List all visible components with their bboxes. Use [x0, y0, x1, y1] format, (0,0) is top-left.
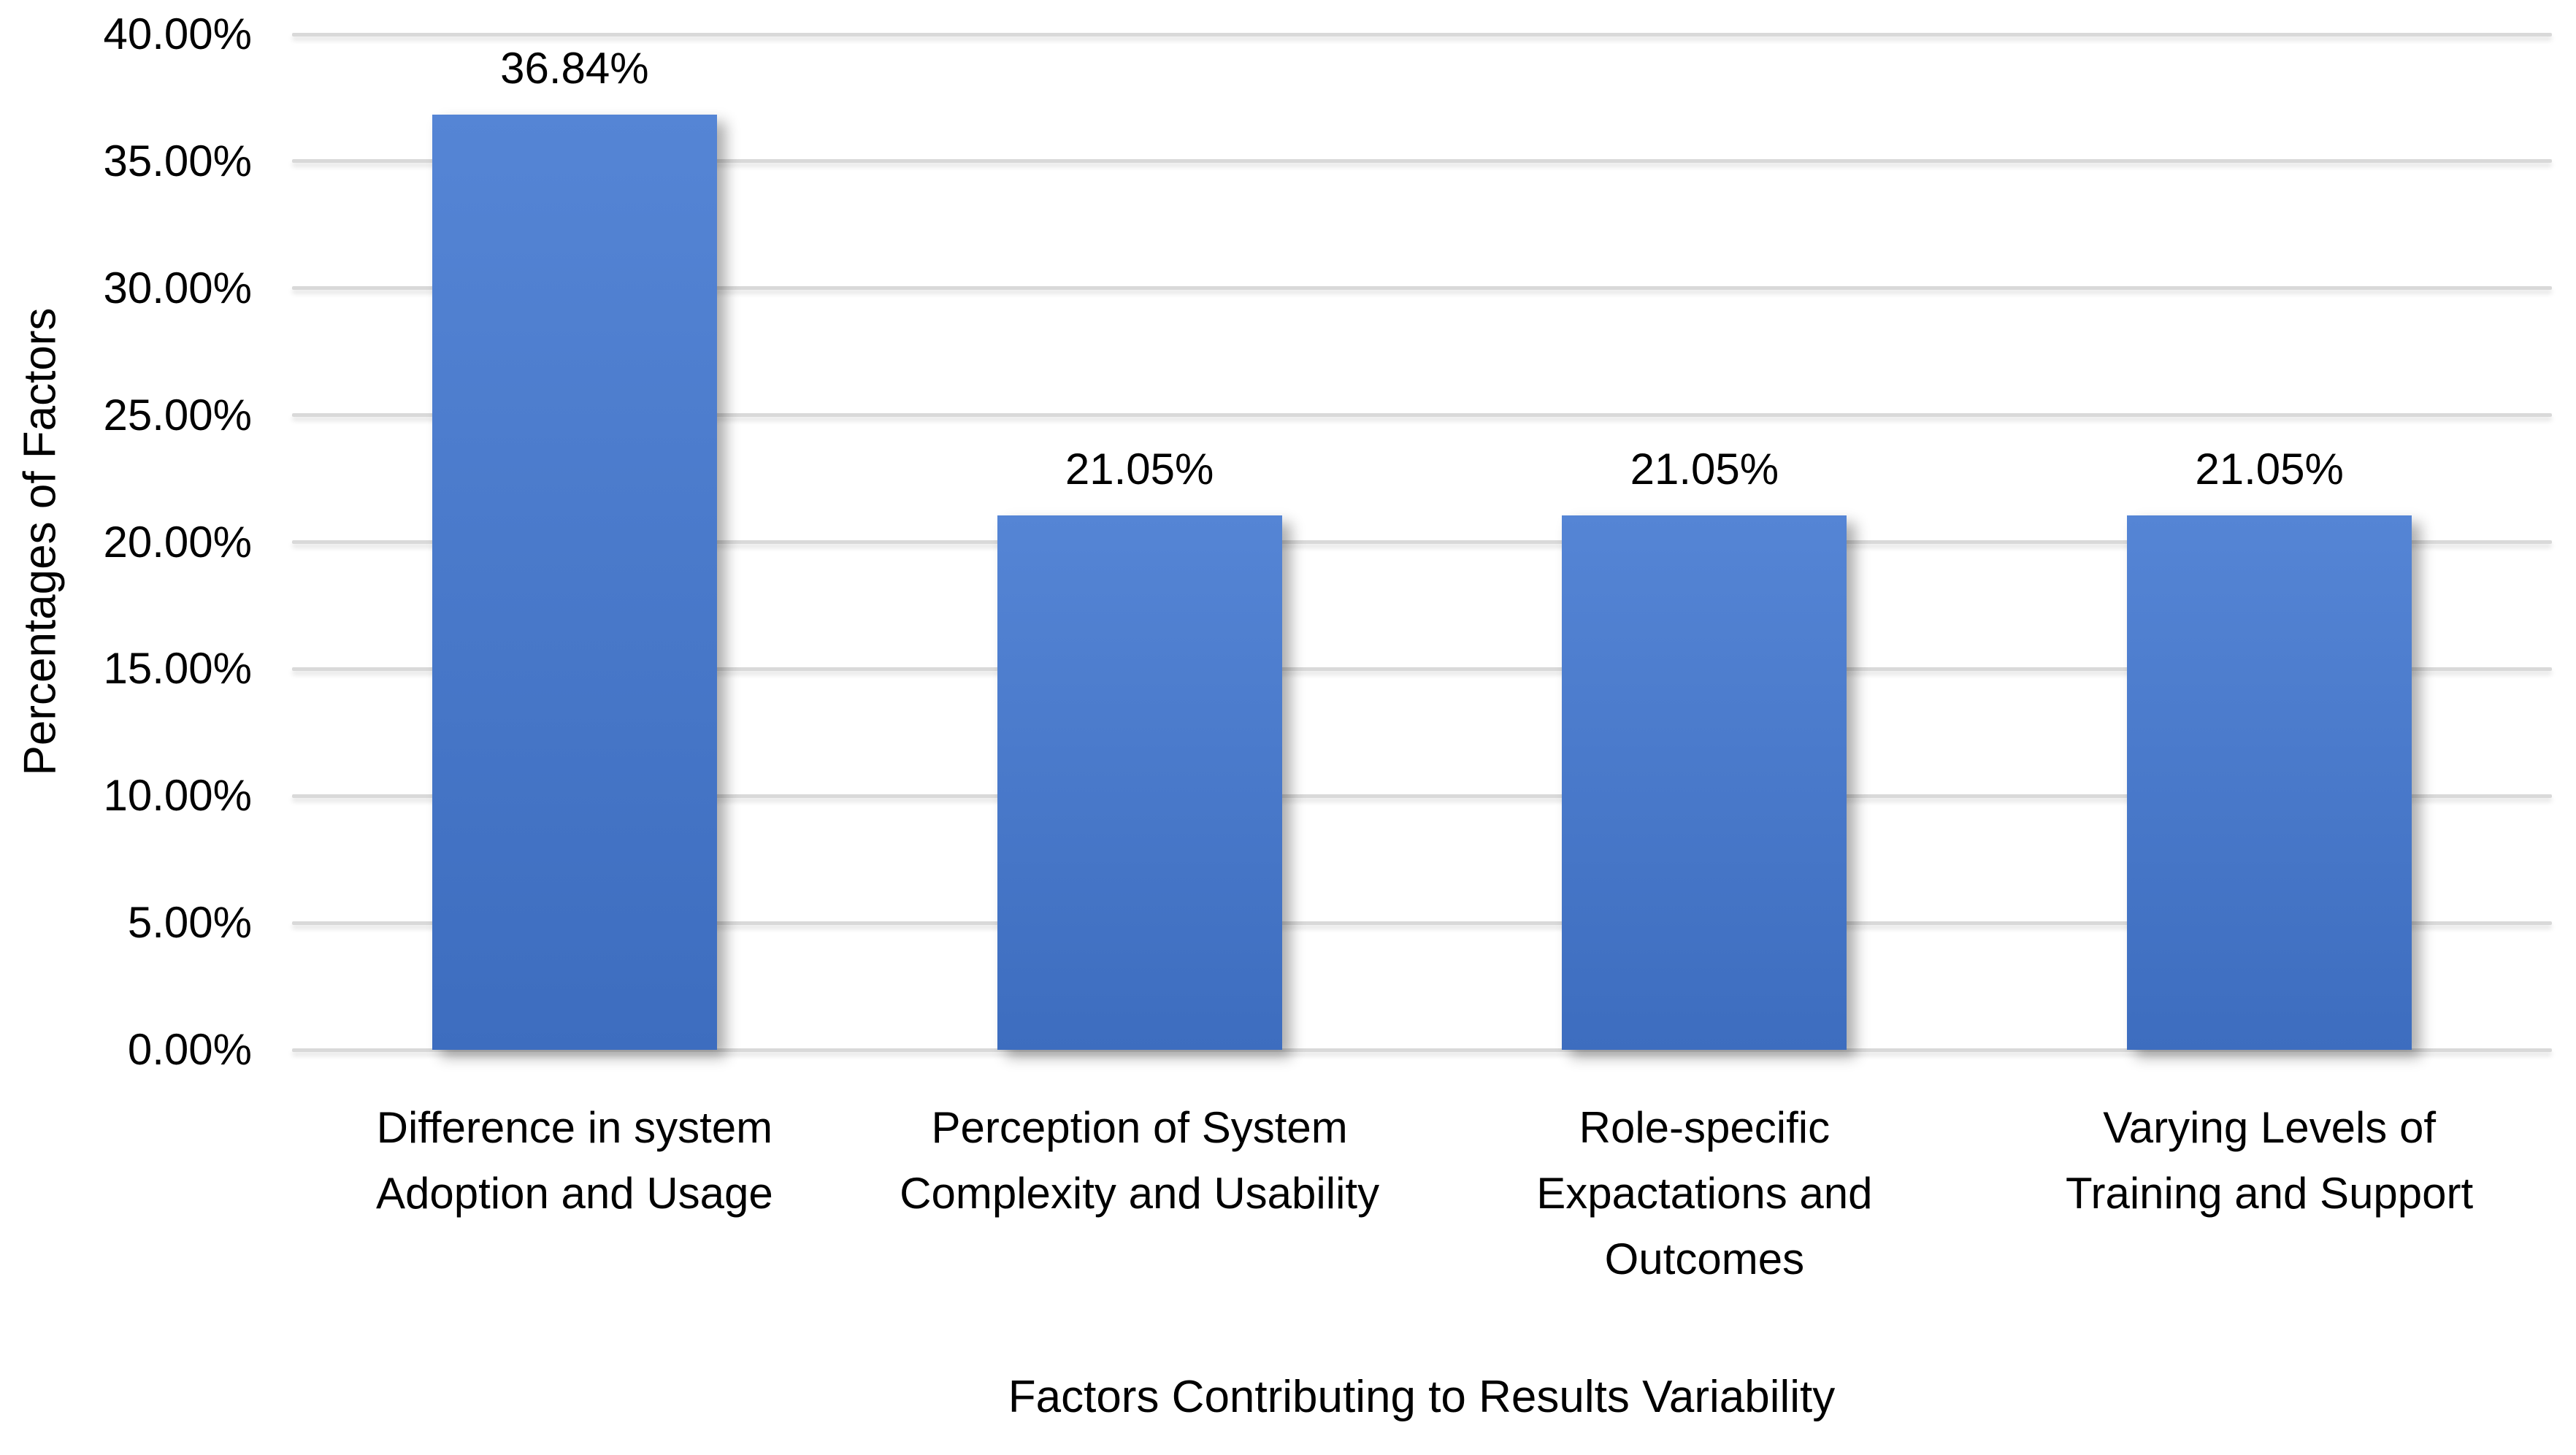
- bar: [1562, 515, 1847, 1050]
- y-axis-tick-label: 40.00%: [103, 9, 253, 58]
- x-axis-category-label: Perception of System Complexity and Usab…: [900, 1103, 1380, 1218]
- gridline: [292, 1048, 2552, 1052]
- y-axis-tick-label: 25.00%: [103, 390, 253, 439]
- gridline: [292, 286, 2552, 291]
- x-axis-category-label: Varying Levels of Training and Support: [2066, 1103, 2474, 1218]
- x-axis-title: Factors Contributing to Results Variabil…: [1008, 1372, 1836, 1422]
- y-axis-tick-label: 30.00%: [103, 263, 253, 312]
- gridline: [292, 794, 2552, 798]
- gridline: [292, 413, 2552, 418]
- y-axis-tick-label: 10.00%: [103, 771, 253, 821]
- bar-value-label: 21.05%: [2195, 444, 2344, 494]
- bar-value-label: 21.05%: [1630, 444, 1779, 494]
- bar: [432, 114, 717, 1050]
- gridline: [292, 667, 2552, 671]
- x-axis-category-label: Difference in system Adoption and Usage: [376, 1103, 773, 1218]
- x-axis-category-label: Role-specific Expactations and Outcomes: [1536, 1103, 1873, 1283]
- gridline: [292, 921, 2552, 925]
- bar-value-label: 21.05%: [1065, 444, 1214, 494]
- bar-value-label: 36.84%: [500, 43, 649, 93]
- y-axis-tick-label: 0.00%: [127, 1025, 252, 1074]
- gridline: [292, 159, 2552, 164]
- y-axis-tick-label: 35.00%: [103, 136, 253, 185]
- gridline: [292, 540, 2552, 544]
- y-axis-tick-label: 15.00%: [103, 644, 253, 694]
- y-axis-tick-label: 5.00%: [127, 898, 252, 948]
- y-axis-tick-label: 20.00%: [103, 517, 253, 567]
- bar: [997, 515, 1282, 1050]
- bar: [2127, 515, 2412, 1050]
- gridline: [292, 32, 2552, 37]
